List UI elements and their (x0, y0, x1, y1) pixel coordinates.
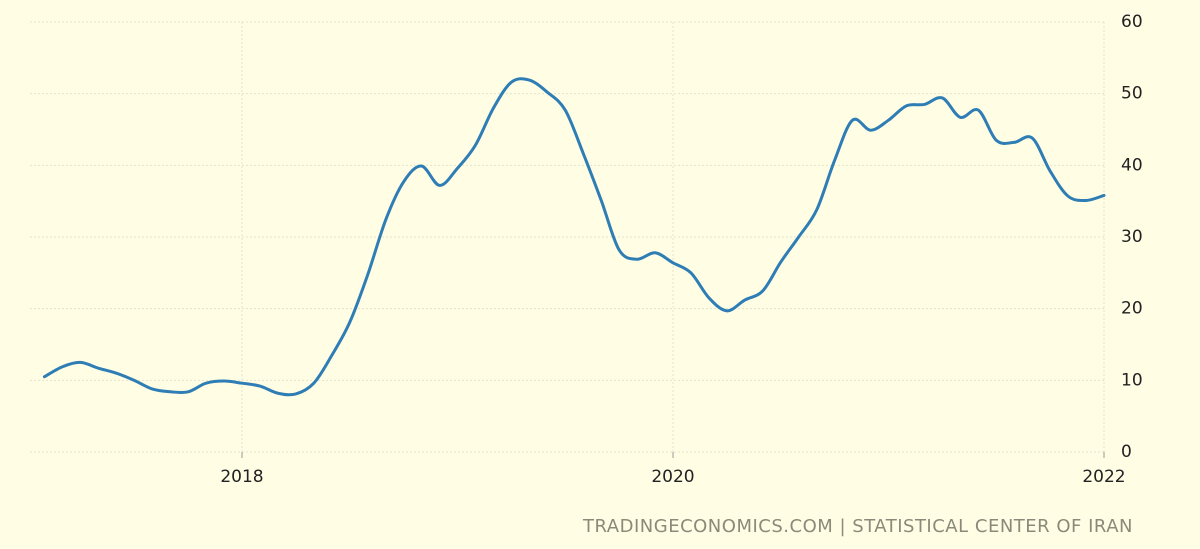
series-line (42, 77, 1106, 397)
source: TRADINGECONOMICS.COM | STATISTICAL CENTE… (582, 516, 1133, 537)
y-tick-label: 20 (1121, 299, 1143, 319)
y-tick-label: 30 (1121, 227, 1143, 247)
y-tick-label: 0 (1121, 442, 1132, 462)
x-tick-label: 2020 (651, 467, 694, 487)
y-tick-label: 60 (1121, 12, 1143, 32)
x-tick-label: 2018 (220, 467, 263, 487)
y-tick-label: 10 (1121, 370, 1143, 390)
y-tick-label: 40 (1121, 155, 1143, 175)
y-tick-label: 50 (1121, 84, 1143, 104)
x-tick-label: 2022 (1082, 467, 1125, 487)
